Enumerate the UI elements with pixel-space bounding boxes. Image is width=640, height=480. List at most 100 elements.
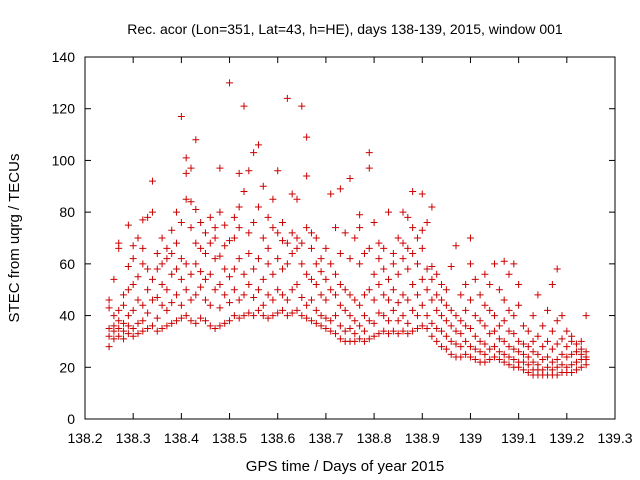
- data-point: [327, 317, 335, 325]
- data-point: [250, 265, 258, 273]
- data-point: [568, 350, 576, 358]
- data-point: [279, 291, 287, 299]
- data-point: [298, 312, 306, 320]
- data-point: [303, 314, 311, 322]
- data-point: [341, 327, 349, 335]
- data-point: [163, 244, 171, 252]
- data-point: [211, 224, 219, 232]
- data-point: [495, 286, 503, 294]
- data-point: [491, 327, 499, 335]
- data-point: [163, 255, 171, 263]
- data-point: [110, 322, 118, 330]
- data-point: [274, 167, 282, 175]
- data-point: [230, 312, 238, 320]
- data-point: [529, 312, 537, 320]
- data-point: [572, 348, 580, 356]
- data-point: [577, 345, 585, 353]
- data-point: [274, 309, 282, 317]
- data-point: [177, 301, 185, 309]
- data-point: [245, 167, 253, 175]
- data-point: [481, 358, 489, 366]
- data-point: [500, 317, 508, 325]
- data-point: [544, 306, 552, 314]
- plot-frame: [84, 56, 616, 420]
- data-point: [250, 149, 258, 157]
- data-point: [365, 164, 373, 172]
- data-point: [505, 353, 513, 361]
- data-point: [139, 301, 147, 309]
- y-tick-label: 140: [52, 49, 76, 65]
- data-point: [529, 358, 537, 366]
- data-point: [433, 337, 441, 345]
- data-point: [524, 327, 532, 335]
- data-point: [187, 270, 195, 278]
- data-point: [409, 327, 417, 335]
- data-point: [428, 296, 436, 304]
- data-point: [312, 281, 320, 289]
- data-point: [539, 343, 547, 351]
- data-point: [322, 244, 330, 252]
- data-point: [120, 319, 128, 327]
- data-point: [486, 345, 494, 353]
- data-point: [486, 356, 494, 364]
- data-point: [274, 255, 282, 263]
- data-point: [259, 312, 267, 320]
- data-point: [307, 317, 315, 325]
- data-point: [317, 322, 325, 330]
- data-point: [385, 296, 393, 304]
- data-point: [187, 296, 195, 304]
- data-point: [230, 265, 238, 273]
- data-point: [303, 224, 311, 232]
- data-point: [197, 268, 205, 276]
- data-point: [336, 301, 344, 309]
- data-point: [394, 270, 402, 278]
- data-point: [322, 314, 330, 322]
- data-point: [124, 221, 132, 229]
- data-point: [370, 218, 378, 226]
- data-point: [197, 218, 205, 226]
- data-point: [457, 343, 465, 351]
- data-point: [534, 332, 542, 340]
- data-point: [486, 330, 494, 338]
- data-point: [134, 296, 142, 304]
- data-point: [505, 270, 513, 278]
- data-point: [524, 353, 532, 361]
- data-point: [433, 306, 441, 314]
- data-point: [404, 265, 412, 273]
- data-point: [134, 273, 142, 281]
- data-point: [153, 327, 161, 335]
- data-point: [515, 337, 523, 345]
- data-point: [173, 239, 181, 247]
- data-point: [336, 250, 344, 258]
- data-point: [418, 226, 426, 234]
- data-point: [404, 296, 412, 304]
- data-point: [394, 317, 402, 325]
- data-point: [351, 317, 359, 325]
- data-point: [221, 291, 229, 299]
- data-point: [534, 291, 542, 299]
- data-point: [365, 335, 373, 343]
- data-point: [404, 244, 412, 252]
- data-point: [158, 301, 166, 309]
- data-point: [466, 343, 474, 351]
- data-point: [519, 358, 527, 366]
- data-point: [250, 293, 258, 301]
- data-point: [385, 275, 393, 283]
- data-point: [221, 242, 229, 250]
- data-point: [332, 270, 340, 278]
- data-point: [245, 250, 253, 258]
- data-point: [462, 322, 470, 330]
- data-point: [264, 244, 272, 252]
- data-point: [438, 327, 446, 335]
- data-point: [168, 299, 176, 307]
- data-point: [385, 317, 393, 325]
- data-point: [442, 345, 450, 353]
- data-point: [269, 296, 277, 304]
- data-point: [206, 322, 214, 330]
- data-point: [269, 224, 277, 232]
- data-point: [182, 260, 190, 268]
- x-tick-label: 139.2: [549, 430, 584, 446]
- data-point: [553, 356, 561, 364]
- data-point: [553, 317, 561, 325]
- data-point: [442, 286, 450, 294]
